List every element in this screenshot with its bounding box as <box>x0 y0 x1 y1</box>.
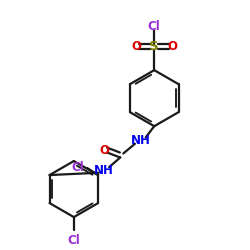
Text: O: O <box>131 40 141 54</box>
Text: Cl: Cl <box>148 20 160 33</box>
Text: NH: NH <box>94 164 114 177</box>
Text: Cl: Cl <box>68 234 80 247</box>
Text: S: S <box>150 40 159 54</box>
Text: O: O <box>168 40 177 54</box>
Text: NH: NH <box>131 134 151 147</box>
Text: O: O <box>99 144 109 156</box>
Text: Cl: Cl <box>72 161 85 174</box>
